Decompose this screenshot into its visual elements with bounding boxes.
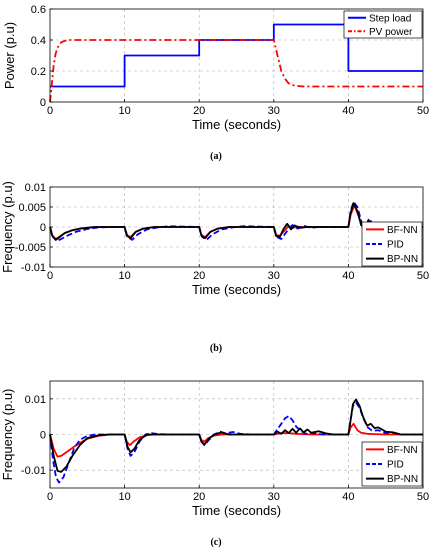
y-tick-label: -0.005 xyxy=(15,242,46,254)
x-tick-label: 30 xyxy=(268,491,280,503)
series-line-pv-power xyxy=(49,39,423,103)
x-tick-label: 40 xyxy=(342,270,354,282)
x-tick-label: 20 xyxy=(193,105,205,117)
y-tick-label: 0.2 xyxy=(31,66,46,78)
x-tick-label: 20 xyxy=(193,491,205,503)
legend-entry-label: BF-NN xyxy=(387,225,418,236)
legend: BF-NN PID BP-NN xyxy=(361,441,423,487)
y-tick-label: -0.01 xyxy=(21,465,46,477)
legend-entry-label: PID xyxy=(387,240,404,251)
y-tick-label: 0.01 xyxy=(25,394,46,406)
x-tick-label: 10 xyxy=(118,491,130,503)
x-axis-label: Time (seconds) xyxy=(192,282,281,297)
chart-panel-2: 0 10 20 30 40 50 -0.01 -0.005 0 0.005 0.01 Time (se… xyxy=(0,181,429,297)
legend-entry-label: PID xyxy=(387,460,404,471)
x-tick-label: 30 xyxy=(268,105,280,117)
y-tick-label: 0.01 xyxy=(25,182,46,194)
x-tick-label: 10 xyxy=(118,270,130,282)
legend-entry-label: BF-NN xyxy=(387,445,418,456)
x-tick-label: 10 xyxy=(118,105,130,117)
x-axis-label: Time (seconds) xyxy=(192,117,281,132)
x-tick-label: 20 xyxy=(193,270,205,282)
x-tick-label: 50 xyxy=(417,491,429,503)
y-tick-label: 0.6 xyxy=(31,4,46,16)
y-tick-label: 0 xyxy=(40,430,46,442)
legend-box xyxy=(343,10,423,39)
series-line-pid xyxy=(49,401,423,484)
x-tick-label: 0 xyxy=(47,105,53,117)
legend-entry-label: BP-NN xyxy=(387,254,418,265)
legend-entry-label: Step load xyxy=(369,13,411,24)
x-tick-label: 40 xyxy=(342,491,354,503)
caption-c: (c) xyxy=(210,537,222,548)
series-line-step-load xyxy=(50,23,423,88)
y-axis-label: Frequency (p.u) xyxy=(0,181,15,273)
y-axis-label: Frequency (p.u) xyxy=(0,389,15,481)
legend-entry-label: PV power xyxy=(369,27,413,38)
x-tick-label: 40 xyxy=(342,105,354,117)
x-tick-label: 50 xyxy=(417,105,429,117)
y-tick-label: 0.4 xyxy=(31,35,46,47)
x-tick-label: 0 xyxy=(47,491,53,503)
legend: BF-NN PID BP-NN xyxy=(361,221,423,267)
chart-panel-1: 0 10 20 30 40 50 0 0.2 0.4 0.6 Time (seconds) Power… xyxy=(2,4,429,132)
y-tick-label: 0 xyxy=(40,222,46,234)
chart-panel-3: 0 10 20 30 40 50 -0.01 0 0.01 Time (seconds) Frequ… xyxy=(0,380,429,518)
caption-b: (b) xyxy=(209,343,223,354)
legend: Step load PV power xyxy=(343,10,423,39)
legend-entry-label: BP-NN xyxy=(387,474,418,485)
y-axis-label: Power (p.u) xyxy=(2,22,17,89)
y-tick-label: 0.005 xyxy=(18,202,46,214)
caption-a: (a) xyxy=(210,151,222,162)
x-tick-label: 50 xyxy=(417,270,429,282)
y-tick-label: 0 xyxy=(40,97,46,109)
x-axis-label: Time (seconds) xyxy=(192,503,281,518)
x-tick-label: 30 xyxy=(268,270,280,282)
y-tick-label: -0.01 xyxy=(21,262,46,274)
plot-frame xyxy=(49,8,424,103)
x-tick-label: 0 xyxy=(47,270,53,282)
series-line-bp-nn xyxy=(49,398,423,473)
